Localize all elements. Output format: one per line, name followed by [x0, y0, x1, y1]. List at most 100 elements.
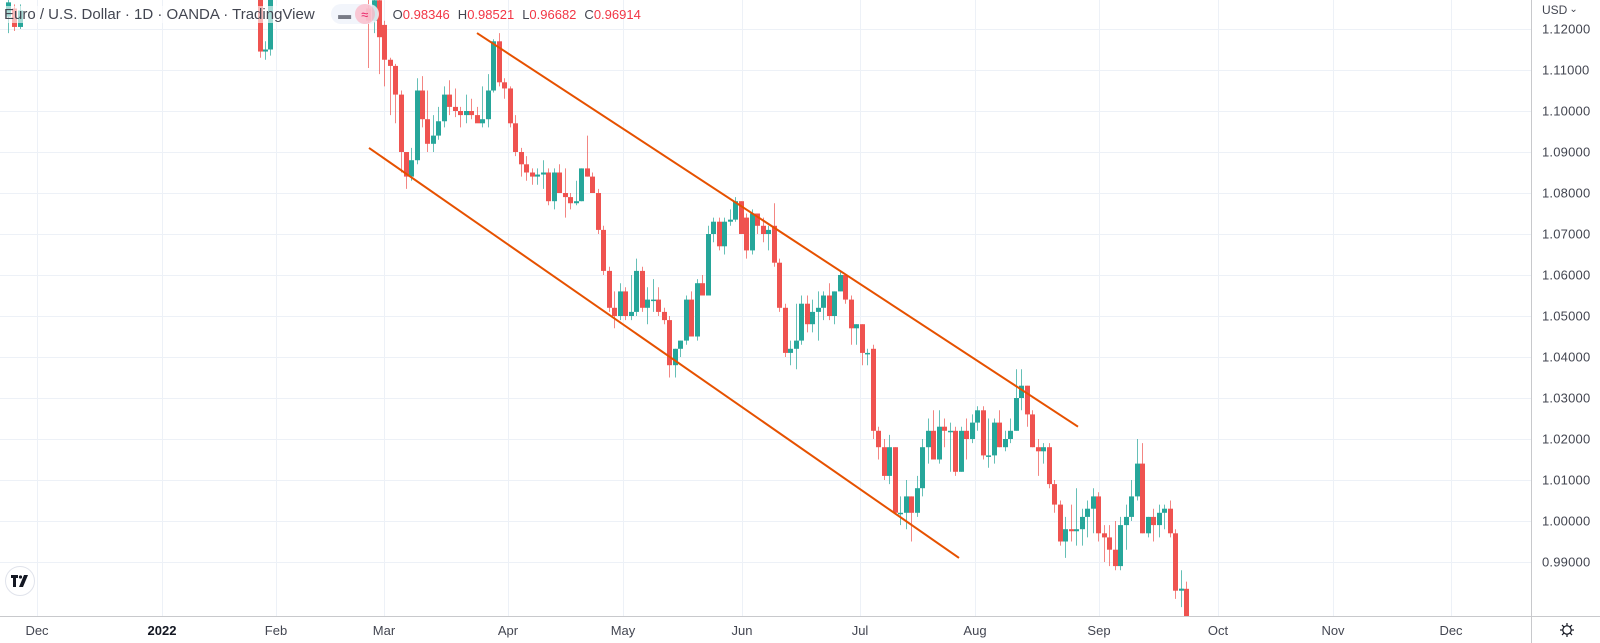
candle — [475, 106, 480, 124]
candle — [513, 115, 518, 157]
candle — [926, 418, 931, 464]
price-label: 0.99000 — [1542, 554, 1591, 570]
candle — [530, 168, 535, 185]
candle — [799, 295, 804, 345]
candle — [744, 213, 749, 259]
price-label: 1.03000 — [1542, 390, 1591, 406]
price-label: 1.02000 — [1542, 431, 1591, 447]
minus-icon[interactable]: ▬ — [338, 6, 352, 22]
candle — [1113, 521, 1118, 571]
candle — [425, 90, 430, 152]
tradingview-logo-glyph — [11, 575, 28, 587]
candle — [970, 414, 975, 444]
candle — [519, 147, 524, 177]
candle — [860, 324, 865, 366]
candle — [1047, 443, 1052, 489]
candle — [480, 86, 485, 128]
candle — [568, 193, 573, 210]
price-label: 1.07000 — [1542, 226, 1591, 242]
price-label: 1.09000 — [1542, 144, 1591, 160]
chart-settings-button[interactable] — [1531, 616, 1600, 643]
time-label: Jun — [731, 623, 753, 638]
candle — [1146, 516, 1151, 538]
candle — [711, 217, 716, 243]
time-label: Oct — [1207, 623, 1229, 638]
candle — [404, 152, 409, 189]
candle — [1003, 430, 1008, 452]
candlestick-chart[interactable] — [0, 0, 1531, 616]
candle — [596, 188, 601, 234]
candle — [464, 94, 469, 124]
candle — [618, 283, 623, 321]
time-label: Dec — [1439, 623, 1463, 638]
time-label: Aug — [963, 623, 987, 638]
candle — [706, 225, 711, 296]
candle — [541, 160, 546, 189]
candles — [6, 0, 1189, 616]
candle — [388, 57, 393, 116]
candle — [986, 418, 991, 468]
currency-label: USD — [1542, 3, 1568, 17]
candle — [1041, 443, 1046, 464]
candle — [645, 287, 650, 325]
candle — [893, 447, 898, 513]
candle — [959, 426, 964, 472]
currency-selector[interactable]: USD ⌄ — [1542, 3, 1578, 17]
candle — [1140, 443, 1145, 534]
candle — [469, 98, 474, 120]
channel-lower-trendline[interactable] — [368, 147, 960, 559]
channel-upper-trendline[interactable] — [476, 32, 1079, 428]
candle — [458, 106, 463, 128]
price-label: 1.12000 — [1542, 21, 1591, 37]
candle — [1036, 439, 1041, 476]
candle — [915, 475, 920, 517]
candle — [1184, 581, 1189, 616]
candle — [1063, 516, 1068, 558]
gear-icon — [1559, 623, 1574, 637]
time-label: Sep — [1087, 623, 1111, 638]
chart-pane[interactable]: Euro / U.S. Dollar · 1D · OANDA · Tradin… — [0, 0, 1531, 616]
candle — [700, 275, 705, 296]
approx-wave-icon[interactable]: ≈ — [354, 4, 375, 24]
candle — [662, 307, 667, 325]
chevron-down-icon: ⌄ — [1569, 4, 1578, 15]
candle — [728, 209, 733, 226]
candle — [887, 434, 892, 485]
candle — [546, 168, 551, 206]
candle — [788, 340, 793, 366]
candle — [975, 406, 980, 431]
candle — [816, 291, 821, 341]
candle — [865, 348, 870, 366]
candle — [1052, 480, 1057, 513]
candle — [420, 76, 425, 128]
ohlc-high: H0.98521 — [457, 6, 515, 22]
candle — [673, 348, 678, 378]
candle — [684, 295, 689, 345]
legend-controls: ▬ ≈ — [330, 4, 379, 24]
price-label: 1.05000 — [1542, 308, 1591, 324]
candle — [508, 86, 513, 128]
candle — [882, 439, 887, 480]
candle — [552, 168, 557, 210]
price-label: 1.08000 — [1542, 185, 1591, 201]
candle — [1107, 525, 1112, 567]
candle — [821, 291, 826, 321]
candle — [585, 135, 590, 177]
candle — [1173, 529, 1178, 599]
candle — [590, 172, 595, 193]
candle — [667, 316, 672, 378]
candle — [1096, 492, 1101, 542]
candle — [447, 80, 452, 116]
candle — [854, 324, 859, 345]
symbol-title[interactable]: Euro / U.S. Dollar · 1D · OANDA · Tradin… — [4, 5, 315, 23]
candle — [777, 258, 782, 312]
candle — [453, 88, 458, 118]
trendlines[interactable] — [368, 32, 1079, 559]
candle — [1157, 504, 1162, 538]
time-label: Dec — [25, 623, 49, 638]
tradingview-logo-icon[interactable] — [5, 566, 35, 596]
time-axis[interactable]: Dec 2022 Feb Mar Apr May Jun Jul Aug Sep Oct Nov Dec — [0, 616, 1531, 643]
candle — [766, 225, 771, 251]
price-axis[interactable]: USD ⌄ 1.12000 1.11000 1.10000 1.09000 1.0800… — [1531, 0, 1600, 616]
candle — [640, 266, 645, 312]
